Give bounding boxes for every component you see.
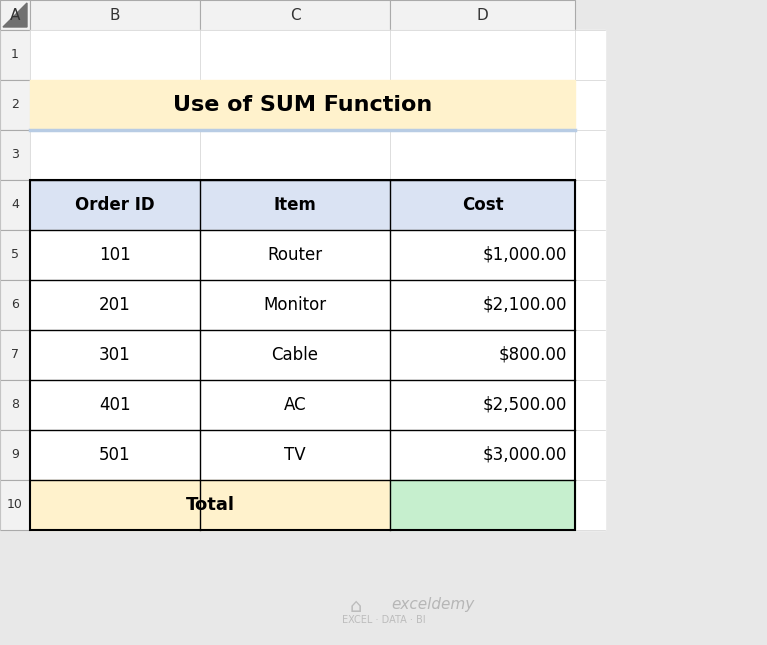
Text: D: D [476, 8, 489, 23]
Text: 3: 3 [11, 148, 19, 161]
Bar [200, 380, 390, 430]
Bar [0, 130, 30, 180]
Text: Use of SUM Function: Use of SUM Function [173, 95, 432, 115]
Bar [200, 280, 390, 330]
Bar [30, 80, 575, 130]
Text: AC: AC [284, 396, 306, 414]
Text: 1: 1 [11, 48, 19, 61]
Bar [0, 180, 30, 230]
Text: $2,500.00: $2,500.00 [482, 396, 567, 414]
Bar [30, 180, 575, 530]
Text: 6: 6 [11, 299, 19, 312]
Bar [200, 180, 390, 230]
Text: 7: 7 [11, 348, 19, 361]
Text: Cable: Cable [272, 346, 318, 364]
Bar [0, 30, 30, 80]
Bar [390, 280, 575, 330]
Text: $2,100.00: $2,100.00 [482, 296, 567, 314]
Text: 10: 10 [7, 499, 23, 511]
Polygon shape [3, 3, 27, 27]
Text: 2: 2 [11, 99, 19, 112]
Text: Item: Item [274, 196, 317, 214]
Text: TV: TV [285, 446, 306, 464]
Text: 301: 301 [99, 346, 131, 364]
Text: 101: 101 [99, 246, 131, 264]
Bar [0, 330, 30, 380]
Bar [390, 180, 575, 230]
Bar [390, 480, 575, 530]
Text: Order ID: Order ID [75, 196, 155, 214]
Bar [390, 230, 575, 280]
Bar [30, 280, 200, 330]
Text: Cost: Cost [462, 196, 503, 214]
Text: ⌂: ⌂ [349, 597, 362, 615]
Bar [30, 230, 200, 280]
Text: $800.00: $800.00 [499, 346, 567, 364]
Bar [200, 330, 390, 380]
Text: Monitor: Monitor [263, 296, 327, 314]
Bar [200, 230, 390, 280]
Text: Total: Total [186, 496, 235, 514]
Text: 501: 501 [99, 446, 131, 464]
Text: 8: 8 [11, 399, 19, 412]
Text: 201: 201 [99, 296, 131, 314]
Bar [0, 430, 30, 480]
Bar [0, 280, 30, 330]
Text: exceldemy: exceldemy [391, 597, 475, 613]
Text: 9: 9 [11, 448, 19, 462]
Text: 5: 5 [11, 248, 19, 261]
Text: A: A [10, 8, 20, 23]
Text: $3,000.00: $3,000.00 [482, 446, 567, 464]
Bar [30, 0, 200, 30]
Bar [30, 480, 390, 530]
Bar [390, 430, 575, 480]
Bar [30, 380, 200, 430]
Bar [200, 0, 390, 30]
Bar [30, 30, 605, 530]
Bar [30, 330, 200, 380]
Bar [30, 430, 200, 480]
Bar [0, 80, 30, 130]
Bar [0, 0, 30, 30]
Bar [0, 0, 30, 30]
Text: $1,000.00: $1,000.00 [482, 246, 567, 264]
Bar [0, 480, 30, 530]
Text: 4: 4 [11, 199, 19, 212]
Bar [30, 180, 200, 230]
Bar [390, 380, 575, 430]
Text: C: C [290, 8, 301, 23]
Text: EXCEL · DATA · BI: EXCEL · DATA · BI [341, 615, 426, 625]
Bar [0, 380, 30, 430]
Bar [390, 0, 575, 30]
Text: Router: Router [268, 246, 323, 264]
Bar [0, 230, 30, 280]
Bar [200, 430, 390, 480]
Bar [390, 330, 575, 380]
Text: 401: 401 [99, 396, 131, 414]
Text: B: B [110, 8, 120, 23]
